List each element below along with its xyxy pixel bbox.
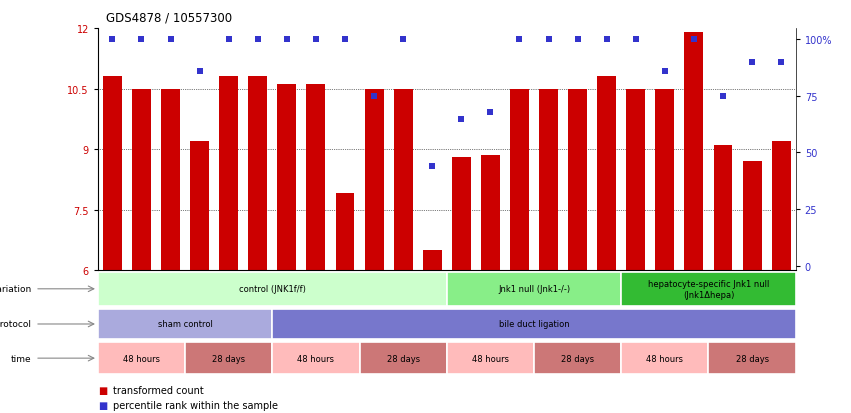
Point [368, 93, 381, 100]
Text: 28 days: 28 days [386, 354, 420, 363]
Bar [684, 33, 704, 271]
Point [687, 37, 700, 43]
Point [512, 37, 526, 43]
Point [163, 37, 177, 43]
Text: transformed count: transformed count [113, 385, 204, 395]
Bar [621, 342, 708, 374]
Point [745, 59, 759, 66]
Bar [277, 85, 296, 271]
Point [106, 37, 119, 43]
Bar [447, 273, 621, 306]
Point [542, 37, 556, 43]
Bar [161, 89, 180, 271]
Bar [534, 342, 621, 374]
Bar [423, 250, 442, 271]
Text: 48 hours: 48 hours [298, 354, 334, 363]
Point [193, 69, 207, 75]
Bar [510, 89, 529, 271]
Point [251, 37, 265, 43]
Text: 28 days: 28 days [212, 354, 245, 363]
Text: bile duct ligation: bile duct ligation [499, 320, 569, 329]
Bar [447, 342, 534, 374]
Point [426, 164, 439, 170]
Bar [190, 142, 209, 271]
Point [309, 37, 323, 43]
Text: 48 hours: 48 hours [647, 354, 683, 363]
Text: 28 days: 28 days [561, 354, 594, 363]
Text: hepatocyte-specific Jnk1 null
(Jnk1Δhepa): hepatocyte-specific Jnk1 null (Jnk1Δhepa… [648, 280, 769, 299]
Point [338, 37, 351, 43]
Point [571, 37, 585, 43]
Text: Jnk1 null (Jnk1-/-): Jnk1 null (Jnk1-/-) [498, 285, 570, 294]
Text: 28 days: 28 days [735, 354, 768, 363]
Bar [248, 77, 267, 271]
Bar [655, 89, 674, 271]
Point [600, 37, 614, 43]
Bar [626, 89, 645, 271]
Point [222, 37, 236, 43]
Point [483, 109, 497, 116]
Text: sham control: sham control [157, 320, 213, 329]
Bar [709, 342, 796, 374]
Text: GDS4878 / 10557300: GDS4878 / 10557300 [106, 12, 232, 25]
Text: 48 hours: 48 hours [123, 354, 160, 363]
Point [454, 116, 468, 123]
Text: 48 hours: 48 hours [472, 354, 509, 363]
Point [658, 69, 671, 75]
Point [774, 59, 788, 66]
Bar [220, 77, 238, 271]
Text: ■: ■ [98, 385, 107, 395]
Bar [481, 156, 500, 271]
Text: ■: ■ [98, 400, 107, 410]
Bar [452, 158, 471, 271]
Bar [743, 162, 762, 271]
Bar [359, 342, 447, 374]
Bar [98, 273, 447, 306]
Bar [597, 77, 616, 271]
Bar [98, 342, 186, 374]
Bar [272, 342, 360, 374]
Bar [335, 194, 355, 271]
Point [717, 93, 730, 100]
Point [280, 37, 294, 43]
Bar [306, 85, 325, 271]
Point [397, 37, 410, 43]
Bar [394, 89, 413, 271]
Bar [568, 89, 587, 271]
Bar [186, 342, 272, 374]
Bar [713, 146, 733, 271]
Bar [272, 309, 796, 339]
Bar [539, 89, 558, 271]
Bar [103, 77, 122, 271]
Bar [772, 142, 791, 271]
Bar [98, 309, 272, 339]
Bar [621, 273, 796, 306]
Point [629, 37, 643, 43]
Bar [364, 89, 384, 271]
Text: time: time [11, 354, 31, 363]
Text: percentile rank within the sample: percentile rank within the sample [113, 400, 278, 410]
Text: control (JNK1f/f): control (JNK1f/f) [239, 285, 306, 294]
Text: genotype/variation: genotype/variation [0, 285, 31, 294]
Text: protocol: protocol [0, 320, 31, 329]
Bar [132, 89, 151, 271]
Point [134, 37, 148, 43]
